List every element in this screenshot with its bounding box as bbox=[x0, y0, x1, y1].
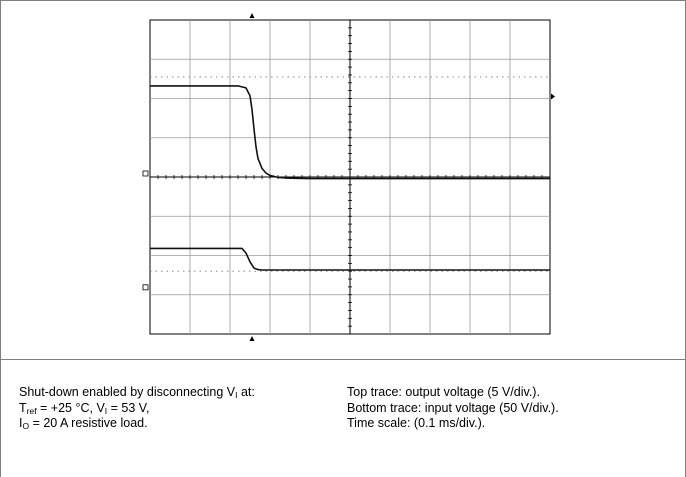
caption-left-line-1: Shut-down enabled by disconnecting VI at… bbox=[19, 385, 255, 400]
trace-line-bottom bbox=[150, 247, 550, 271]
caption-top-trace: Top trace: output voltage (5 V/div.). bbox=[347, 385, 540, 399]
caption-time-scale: Time scale: (0.1 ms/div.). bbox=[347, 416, 486, 430]
caption-conditions: Shut-down enabled by disconnecting VI at… bbox=[19, 385, 255, 432]
caption-bottom-trace: Bottom trace: input voltage (50 V/div.). bbox=[347, 400, 559, 415]
trigger-position-marker-top bbox=[249, 13, 255, 18]
oscilloscope-chart bbox=[142, 13, 555, 341]
trigger-level-marker bbox=[551, 93, 555, 100]
caption-traces: Top trace: output voltage (5 V/div.). Bo… bbox=[347, 385, 559, 432]
scope-grid bbox=[149, 19, 551, 335]
scope-traces bbox=[150, 85, 550, 271]
channel-2-ground-marker bbox=[142, 284, 149, 291]
trace-line-top bbox=[150, 85, 550, 180]
caption-left-line-2: Tref = +25 °C, VI = 53 V, bbox=[19, 400, 150, 416]
channel-1-ground-marker bbox=[142, 170, 149, 177]
trigger-position-marker-bottom bbox=[249, 336, 255, 341]
caption-left-line-3: IO = 20 A resistive load. bbox=[19, 416, 148, 431]
scope-markers bbox=[142, 13, 555, 341]
